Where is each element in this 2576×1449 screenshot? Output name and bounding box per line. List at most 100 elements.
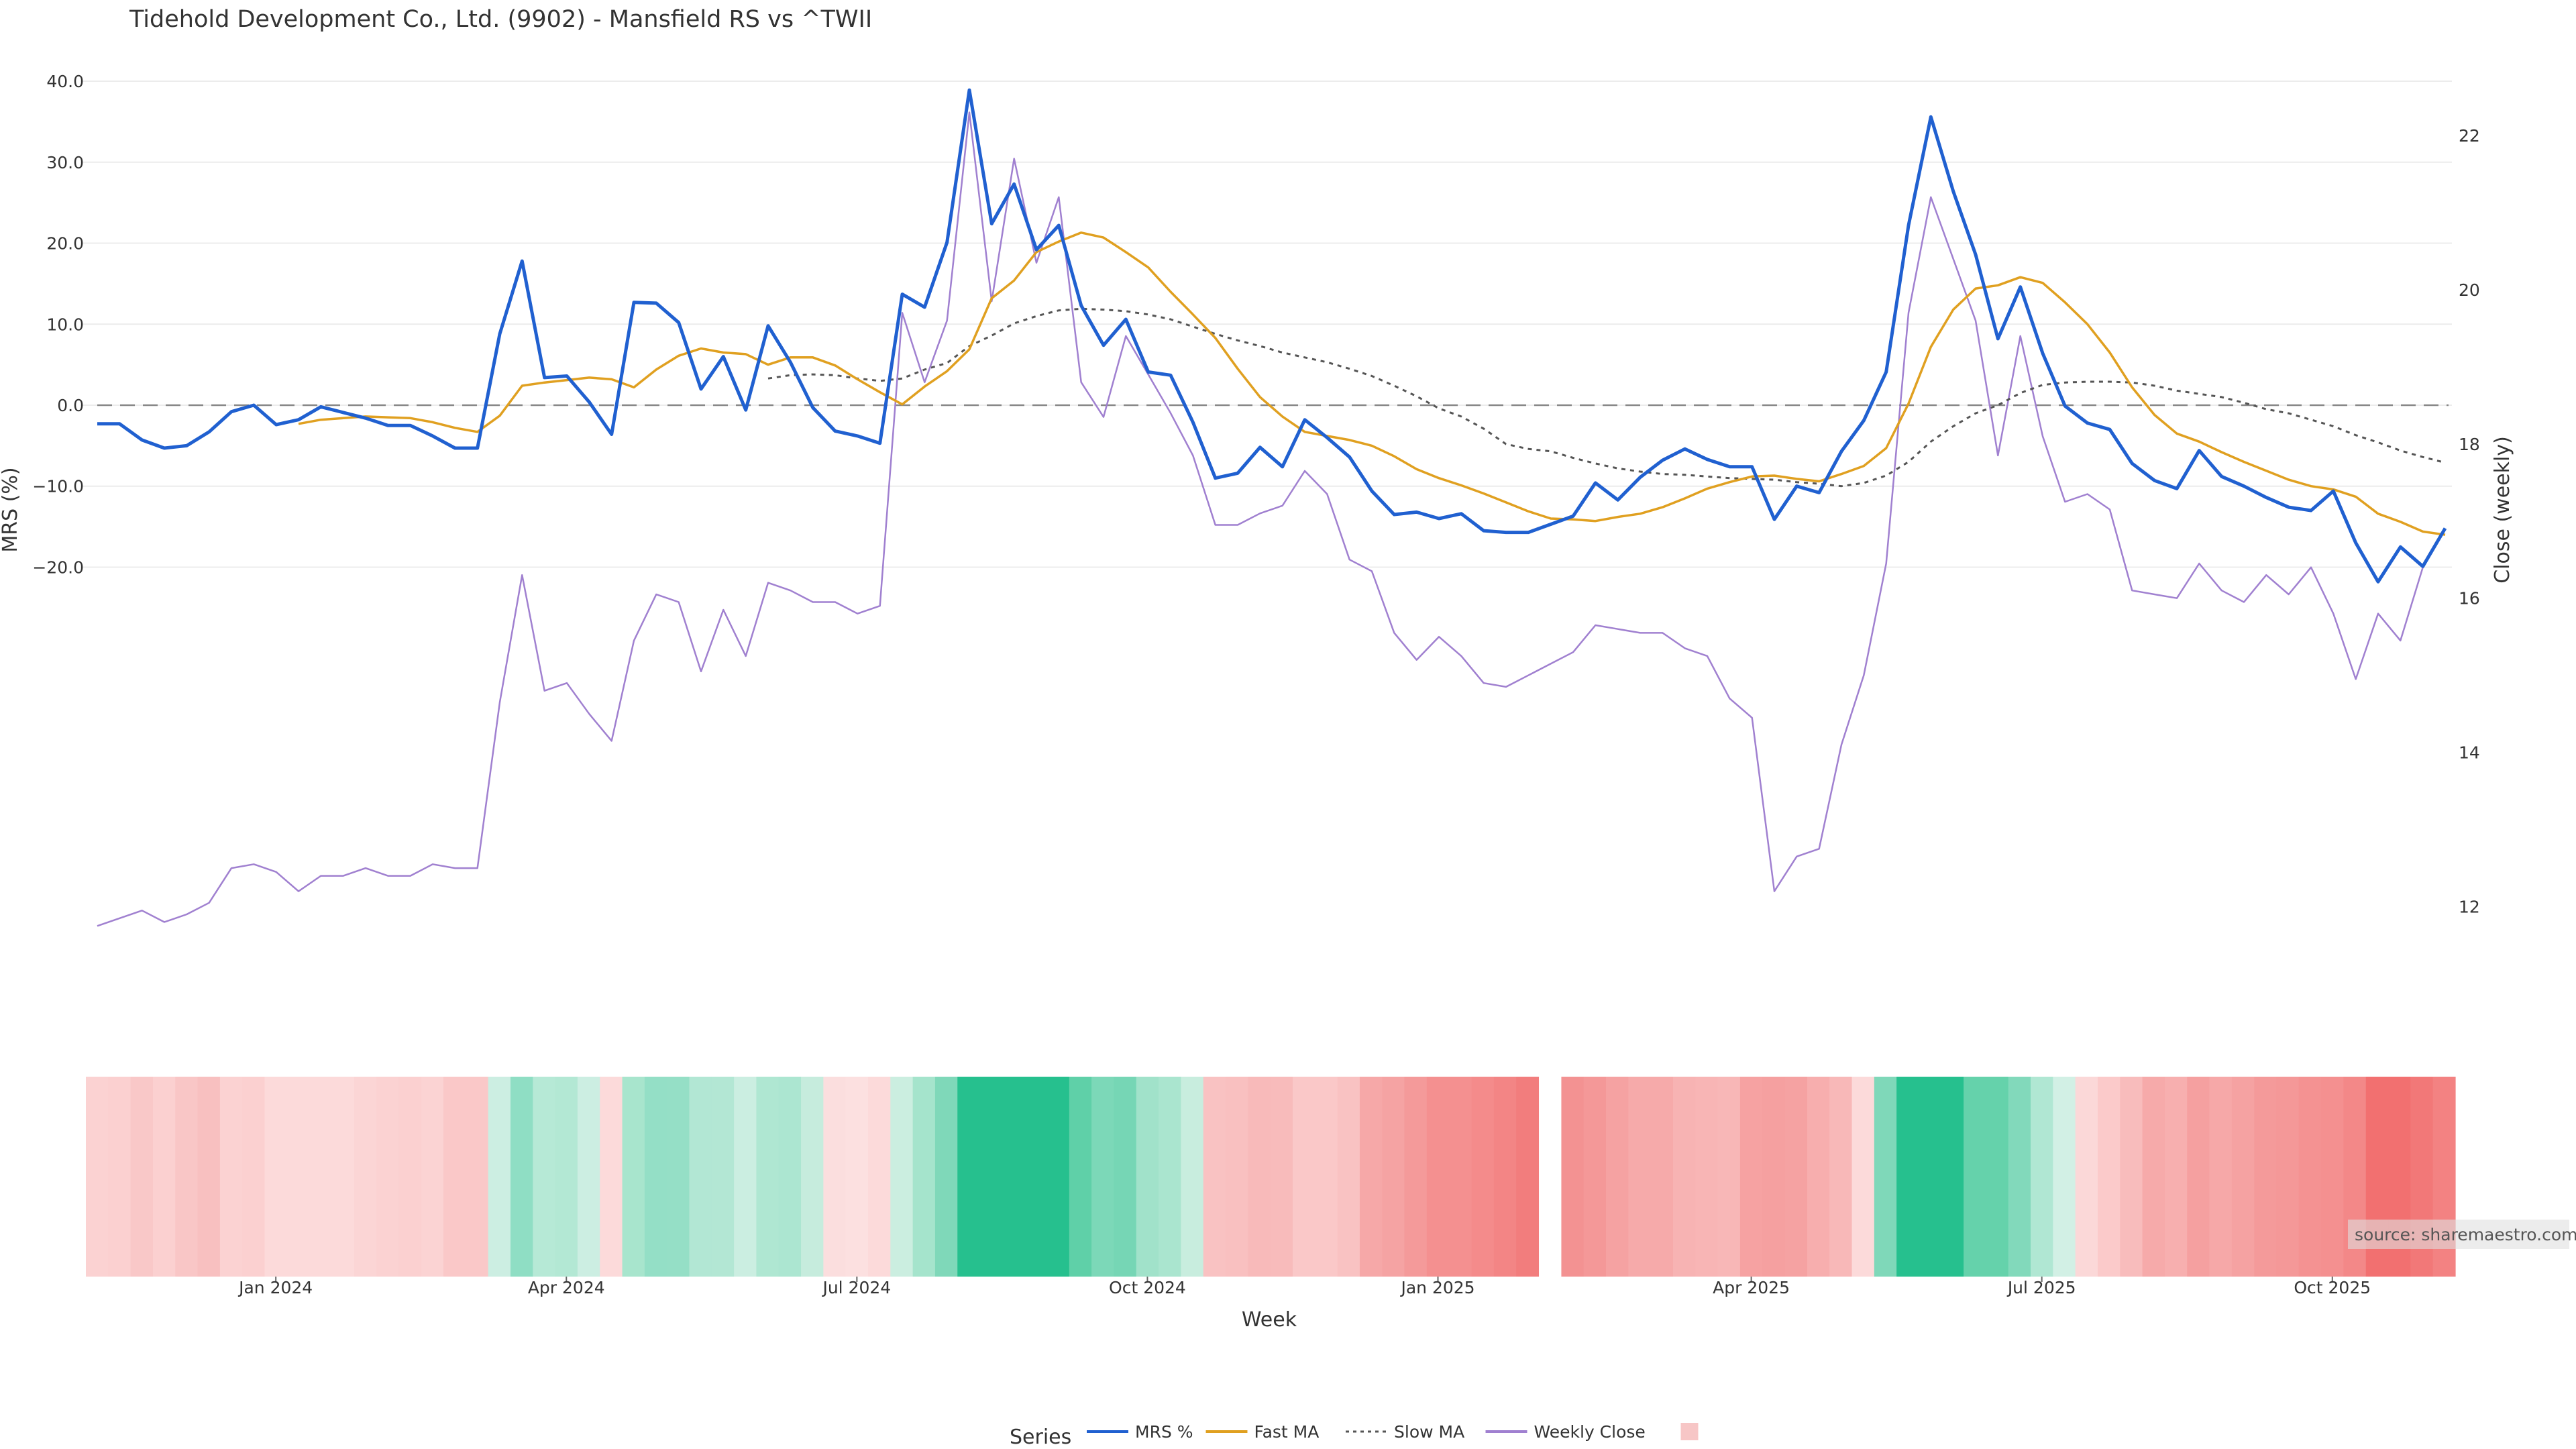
series-line-fast-ma	[298, 231, 2446, 536]
heatmap-cell	[689, 1077, 712, 1277]
heatmap-cell	[1964, 1077, 1986, 1277]
heatmap-cell	[1248, 1077, 1271, 1277]
heatmap-cell	[1493, 1077, 1517, 1277]
heatmap-cell	[1919, 1077, 1942, 1277]
heatmap-cell	[130, 1077, 154, 1277]
heatmap-cell	[2142, 1077, 2165, 1277]
left-tick-label: 20.0	[46, 234, 84, 254]
heatmap-cell	[309, 1077, 333, 1277]
heatmap-cell	[912, 1077, 936, 1277]
heatmap-cell	[1695, 1077, 1719, 1277]
left-tick-label: 10.0	[46, 315, 84, 334]
heatmap-cell	[1159, 1077, 1181, 1277]
heatmap-cell	[1896, 1077, 1920, 1277]
heatmap-cell	[2008, 1077, 2031, 1277]
heatmap-cell	[1986, 1077, 2009, 1277]
heatmap-cell	[600, 1077, 623, 1277]
x-tick-label: Oct 2025	[2294, 1278, 2371, 1297]
x-tick-label: Jul 2024	[821, 1278, 891, 1297]
series-line-mrs-	[97, 88, 2447, 584]
heatmap-cell	[2187, 1077, 2210, 1277]
heatmap-cell	[1807, 1077, 1830, 1277]
legend-title: Series	[1010, 1426, 1071, 1449]
heatmap-cell	[1203, 1077, 1226, 1277]
right-tick-label: 14	[2459, 743, 2480, 763]
legend-label: Fast MA	[1254, 1422, 1320, 1442]
heatmap-cell	[1002, 1077, 1025, 1277]
right-tick-label: 12	[2459, 898, 2480, 917]
heatmap-cell	[1114, 1077, 1137, 1277]
heatmap-cell	[264, 1077, 288, 1277]
heatmap-cell	[421, 1077, 444, 1277]
heatmap-cell	[1516, 1077, 1540, 1277]
heatmap-cell	[979, 1077, 1003, 1277]
heatmap-cell	[533, 1077, 556, 1277]
heatmap-cell	[242, 1077, 266, 1277]
heatmap-cell	[1136, 1077, 1159, 1277]
heatmap-cell	[1226, 1077, 1248, 1277]
heatmap-cell	[845, 1077, 869, 1277]
heatmap-cell	[108, 1077, 131, 1277]
heatmap-cell	[488, 1077, 511, 1277]
heatmap-cell	[1606, 1077, 1629, 1277]
heatmap-cell	[2053, 1077, 2076, 1277]
x-tick-label: Jan 2024	[237, 1278, 313, 1297]
gridlines	[80, 80, 2452, 568]
legend-label: Weekly Close	[1534, 1422, 1646, 1442]
heatmap-cell	[1851, 1077, 1875, 1277]
heatmap-cell	[2097, 1077, 2121, 1277]
heatmap-cell	[734, 1077, 757, 1277]
heatmap-cell	[2276, 1077, 2300, 1277]
heatmap-cell	[443, 1077, 466, 1277]
heatmap-cell	[1382, 1077, 1405, 1277]
heatmap-cell	[331, 1077, 355, 1277]
right-tick-label: 16	[2459, 589, 2480, 608]
heatmap-cell	[1292, 1077, 1316, 1277]
heatmap-cell	[1941, 1077, 1964, 1277]
heatmap-cell	[1069, 1077, 1092, 1277]
heatmap-cell	[398, 1077, 422, 1277]
heatmap-cell	[376, 1077, 399, 1277]
series-lines	[97, 88, 2447, 927]
x-axis-ticks: Jan 2024 Apr 2024 Jul 2024 Oct 2024 Jan 2025…	[237, 1277, 2371, 1297]
left-tick-label: 30.0	[46, 153, 84, 172]
chart-title: Tidehold Development Co., Ltd. (9902) - …	[129, 6, 872, 33]
heatmap-cell	[1449, 1077, 1472, 1277]
heatmap-cell	[1471, 1077, 1495, 1277]
heatmap-cell	[711, 1077, 735, 1277]
right-axis-title: Close (weekly)	[2491, 436, 2514, 584]
heatmap-cell	[1181, 1077, 1204, 1277]
heatmap-cell	[2031, 1077, 2053, 1277]
heatmap-cell	[1583, 1077, 1607, 1277]
right-tick-label: 22	[2459, 126, 2480, 146]
heatmap-cell	[2254, 1077, 2277, 1277]
legend: Series MRS % Fast MA Slow MA Weekly Close	[1010, 1422, 1699, 1449]
heatmap-cell	[152, 1077, 176, 1277]
heatmap-cell	[1717, 1077, 1741, 1277]
heatmap-cell	[2231, 1077, 2255, 1277]
x-tick-label: Apr 2025	[1713, 1278, 1790, 1297]
heatmap-cell	[667, 1077, 690, 1277]
heatmap-cell	[1315, 1077, 1338, 1277]
heatmap-cell	[510, 1077, 533, 1277]
source-badge	[2348, 1220, 2569, 1249]
heatmap-cell	[868, 1077, 891, 1277]
heatmap-cell	[622, 1077, 645, 1277]
heatmap-cell	[1628, 1077, 1652, 1277]
heatmap-cell	[219, 1077, 243, 1277]
right-tick-label: 18	[2459, 435, 2480, 454]
heatmap-cell	[801, 1077, 824, 1277]
left-tick-label: −10.0	[32, 477, 84, 496]
heatmap-cell	[1874, 1077, 1897, 1277]
x-tick-label: Jul 2025	[2006, 1278, 2076, 1297]
heatmap-cell	[1784, 1077, 1808, 1277]
x-axis-title: Week	[1242, 1308, 1297, 1332]
heatmap-cell	[1270, 1077, 1293, 1277]
heatmap-cell	[2164, 1077, 2188, 1277]
heatmap-cell	[1739, 1077, 1763, 1277]
left-axis-title: MRS (%)	[0, 467, 22, 552]
heatmap-cell	[2120, 1077, 2143, 1277]
legend-swatch	[1680, 1423, 1699, 1440]
series-line-weekly-close	[97, 111, 2424, 927]
source-label: source: sharemaestro.com	[2355, 1225, 2576, 1244]
